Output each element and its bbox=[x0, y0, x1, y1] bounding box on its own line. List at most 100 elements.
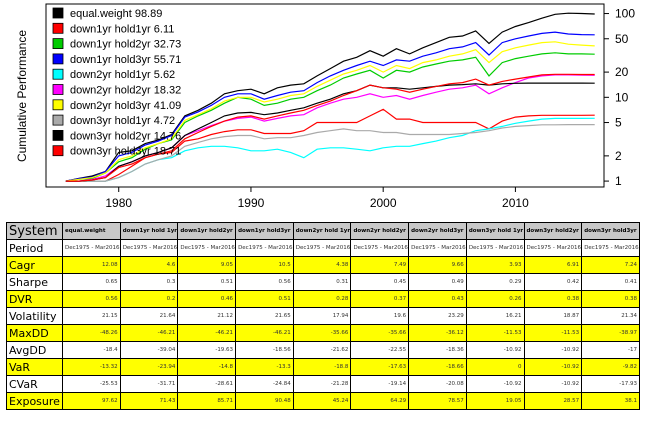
table-cell: -46.21 bbox=[235, 324, 294, 342]
table-cell: -35.66 bbox=[292, 324, 352, 342]
table-cell: 85.71 bbox=[177, 392, 237, 410]
table-cell: 0.29 bbox=[465, 273, 525, 291]
column-header: down1yr hold2yr bbox=[177, 222, 237, 240]
x-tick-label: 2010 bbox=[502, 196, 529, 210]
table-cell: 19.6 bbox=[350, 307, 410, 325]
column-header: down1yr hold3yr bbox=[235, 222, 294, 240]
legend-label: down2yr hold2yr 18.32 bbox=[70, 85, 181, 97]
legend-label: down2yr hold3yr 41.09 bbox=[70, 100, 181, 112]
row-label: MaxDD bbox=[6, 324, 63, 342]
table-cell: -28.61 bbox=[177, 375, 237, 393]
table-cell: -19.63 bbox=[177, 341, 237, 359]
table-cell: 0.56 bbox=[62, 290, 121, 308]
table-row: AvgDD -18.4 -39.04 -19.63 -18.56 -21.62 -22.55… bbox=[6, 341, 640, 359]
table-cell: -17 bbox=[581, 341, 640, 359]
table-cell: 45.24 bbox=[292, 392, 352, 410]
table-cell: 0.2 bbox=[119, 290, 179, 308]
table-row: CVaR -25.53 -31.71 -28.61 -24.84 -21.28 -19.14… bbox=[6, 375, 640, 393]
table-cell: -10.92 bbox=[465, 341, 525, 359]
table-cell: -13.3 bbox=[235, 358, 294, 376]
table-cell: 21.65 bbox=[235, 307, 294, 325]
legend-swatch bbox=[52, 129, 64, 141]
table-row: Volatility 21.15 21.64 21.12 21.65 17.94 19.6 2… bbox=[6, 307, 640, 325]
y-tick-label: 5 bbox=[615, 116, 622, 130]
table-row: VaR -13.32 -23.94 -14.8 -13.3 -18.8 -17.63 -18.… bbox=[6, 358, 640, 376]
table-cell: Dec1975 - Mar2016 bbox=[177, 239, 237, 257]
x-tick-label: 2000 bbox=[370, 196, 397, 210]
table-cell: Dec1975 - Mar2016 bbox=[292, 239, 352, 257]
table-cell: 9.66 bbox=[408, 256, 467, 274]
table-cell: -9.82 bbox=[581, 358, 640, 376]
x-tick-label: 1980 bbox=[105, 196, 132, 210]
table-cell: -19.14 bbox=[350, 375, 410, 393]
table-cell: -10.92 bbox=[465, 375, 525, 393]
legend-label: equal.weight 98.89 bbox=[70, 8, 162, 20]
table-cell: -38.97 bbox=[581, 324, 640, 342]
row-label: Sharpe bbox=[6, 273, 63, 291]
table-cell: 21.15 bbox=[62, 307, 121, 325]
column-header: down3yr hold 1yr bbox=[465, 222, 525, 240]
table-cell: 38.1 bbox=[581, 392, 640, 410]
y-tick-label: 1 bbox=[615, 174, 622, 188]
column-header: down1yr hold 1yr bbox=[119, 222, 179, 240]
table-cell: -46.21 bbox=[177, 324, 237, 342]
table-cell: -23.94 bbox=[119, 358, 179, 376]
series-line-7 bbox=[65, 41, 595, 182]
table-cell: 0.56 bbox=[235, 273, 294, 291]
table-cell: -20.08 bbox=[408, 375, 467, 393]
row-label: Period bbox=[6, 239, 63, 257]
table-cell: 0.41 bbox=[581, 273, 640, 291]
table-cell: 0.43 bbox=[408, 290, 467, 308]
table-cell: -17.63 bbox=[350, 358, 410, 376]
series-line-1 bbox=[65, 12, 595, 182]
row-label: Exposure bbox=[6, 392, 63, 410]
legend-label: down3yr hold3yr 18.71 bbox=[70, 146, 181, 158]
series-line-9 bbox=[65, 82, 595, 182]
legend-label: down1yr hold2yr 32.73 bbox=[70, 39, 181, 51]
legend-swatch bbox=[52, 53, 64, 65]
table-cell: -11.53 bbox=[523, 324, 583, 342]
table-cell: -46.21 bbox=[119, 324, 179, 342]
axis-layer: 1980 1990 2000 2010 1 2 5 10 20 50 100 bbox=[105, 7, 635, 210]
table-cell: 21.12 bbox=[177, 307, 237, 325]
legend-swatch bbox=[52, 145, 64, 157]
series-line-10 bbox=[65, 73, 595, 182]
stats-table: System equal.weight down1yr hold 1yr down1y… bbox=[6, 222, 640, 410]
legend-swatch bbox=[52, 38, 64, 49]
table-cell: Dec1975 - Mar2016 bbox=[119, 239, 179, 257]
table-cell: -39.04 bbox=[119, 341, 179, 359]
table-row: Cagr 12.08 4.6 9.05 10.5 4.38 7.49 9.66 3.93 6.91… bbox=[6, 256, 640, 274]
table-cell: Dec1975 - Mar2016 bbox=[465, 239, 525, 257]
table-cell: 7.24 bbox=[581, 256, 640, 274]
table-row: Period Dec1975 - Mar2016 Dec1975 - Mar2016… bbox=[6, 239, 640, 257]
series-line-4 bbox=[65, 31, 595, 182]
row-label: CVaR bbox=[6, 375, 63, 393]
table-cell: -10.92 bbox=[523, 358, 583, 376]
table-cell: -35.66 bbox=[350, 324, 410, 342]
table-cell: -31.71 bbox=[119, 375, 179, 393]
table-cell: -10.92 bbox=[523, 341, 583, 359]
table-cell: 7.49 bbox=[350, 256, 410, 274]
table-cell: 19.05 bbox=[465, 392, 525, 410]
y-tick-label: 100 bbox=[615, 7, 635, 21]
table-cell: -10.92 bbox=[523, 375, 583, 393]
table-row: Sharpe 0.65 0.3 0.51 0.56 0.31 0.45 0.49 0.29 0.4… bbox=[6, 273, 640, 291]
y-tick-label: 50 bbox=[615, 32, 629, 46]
legend-label: down2yr hold1yr 5.62 bbox=[70, 69, 175, 81]
row-label: Volatility bbox=[6, 307, 63, 325]
legend-label: down3yr hold1yr 4.72 bbox=[70, 115, 175, 127]
table-cell: 78.57 bbox=[408, 392, 467, 410]
table-cell: -24.84 bbox=[235, 375, 294, 393]
table-cell: -18.66 bbox=[408, 358, 467, 376]
legend-swatch bbox=[52, 99, 64, 111]
table-cell: 0.38 bbox=[523, 290, 583, 308]
legend-label: down1yr hold1yr 6.11 bbox=[70, 23, 174, 35]
table-cell: 71.43 bbox=[119, 392, 179, 410]
table-cell: 0.28 bbox=[292, 290, 352, 308]
table-cell: -13.32 bbox=[62, 358, 121, 376]
table-cell: Dec1975 - Mar2016 bbox=[235, 239, 294, 257]
series-line-8 bbox=[65, 123, 595, 182]
table-cell: 0.26 bbox=[465, 290, 525, 308]
table-cell: 21.64 bbox=[119, 307, 179, 325]
y-tick-label: 20 bbox=[615, 65, 629, 79]
